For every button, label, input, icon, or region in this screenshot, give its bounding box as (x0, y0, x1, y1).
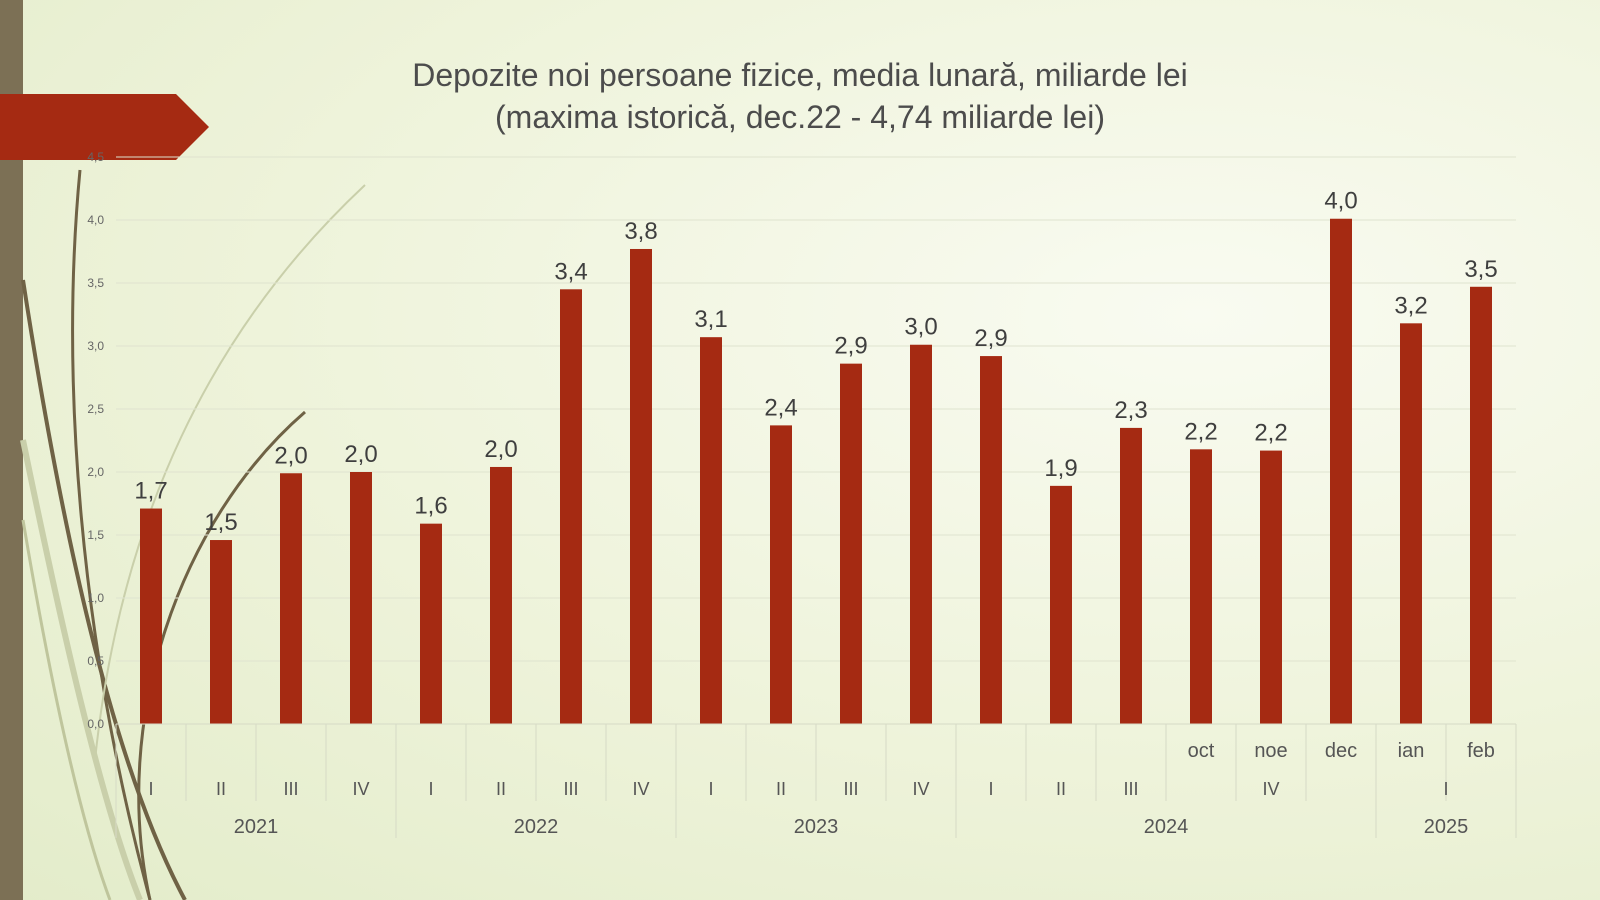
y-tick-label: 4,5 (87, 150, 104, 164)
data-label: 2,0 (344, 441, 377, 468)
quarter-label: I (988, 779, 993, 799)
quarter-label: II (1056, 779, 1066, 799)
month-label: dec (1325, 740, 1357, 762)
data-label: 2,0 (274, 442, 307, 469)
data-label: 1,9 (1044, 455, 1077, 482)
year-label: 2022 (514, 816, 559, 838)
year-label: 2021 (234, 816, 279, 838)
bar (630, 248, 652, 725)
quarter-label: III (1123, 779, 1138, 799)
chart-title-line1: Depozite noi persoane fizice, media luna… (412, 57, 1188, 93)
y-tick-label: 1,0 (87, 591, 104, 605)
bar (350, 472, 372, 724)
accent-arrow-shape (0, 94, 209, 160)
bar (700, 337, 722, 724)
data-label: 2,9 (974, 325, 1007, 352)
data-label: 1,7 (134, 478, 167, 505)
bar (980, 356, 1002, 724)
bar (770, 425, 792, 724)
slide-side-bar (0, 0, 23, 900)
quarter-label: I (708, 779, 713, 799)
bar (1120, 427, 1142, 724)
month-label: ian (1398, 740, 1425, 762)
month-label: feb (1467, 740, 1495, 762)
quarter-label: IV (1262, 779, 1279, 799)
y-tick-label: 0,0 (87, 717, 104, 731)
data-label: 2,2 (1254, 420, 1287, 447)
data-label: 2,0 (484, 436, 517, 463)
year-label: 2025 (1424, 816, 1469, 838)
bar (140, 508, 162, 724)
quarter-label: III (563, 779, 578, 799)
quarter-label: II (496, 779, 506, 799)
quarter-label: II (776, 779, 786, 799)
quarter-label: I (148, 779, 153, 799)
quarter-label: III (843, 779, 858, 799)
bar (1400, 323, 1422, 724)
bar (910, 344, 932, 724)
quarter-label: III (283, 779, 298, 799)
quarter-label: II (216, 779, 226, 799)
data-label: 1,5 (204, 509, 237, 536)
data-label: 2,2 (1184, 418, 1217, 445)
data-label: 3,1 (694, 306, 727, 333)
data-label: 1,6 (414, 493, 447, 520)
y-tick-label: 4,0 (87, 213, 104, 227)
bar (1470, 286, 1492, 724)
bar (1050, 485, 1072, 724)
bar (560, 289, 582, 724)
quarter-label: IV (912, 779, 929, 799)
year-label: 2024 (1144, 816, 1189, 838)
y-tick-label: 1,5 (87, 528, 104, 542)
bar (840, 363, 862, 724)
bar (490, 466, 512, 724)
y-tick-label: 3,5 (87, 276, 104, 290)
y-tick-label: 2,5 (87, 402, 104, 416)
chart-title-line2: (maxima istorică, dec.22 - 4,74 miliarde… (495, 99, 1105, 135)
data-label: 3,2 (1394, 292, 1427, 319)
data-label: 2,3 (1114, 397, 1147, 424)
bar (1190, 449, 1212, 724)
quarter-label: I (1443, 779, 1448, 799)
quarter-label: I (428, 779, 433, 799)
bar (1260, 450, 1282, 724)
chart-title: Depozite noi persoane fizice, media luna… (300, 54, 1300, 138)
data-label: 3,4 (554, 258, 587, 285)
data-label: 3,0 (904, 314, 937, 341)
quarter-label: IV (632, 779, 649, 799)
y-tick-label: 3,0 (87, 339, 104, 353)
year-label: 2023 (794, 816, 839, 838)
data-label: 2,4 (764, 394, 797, 421)
month-label: noe (1254, 740, 1287, 762)
bar (420, 523, 442, 724)
data-label: 2,9 (834, 333, 867, 360)
data-label: 3,5 (1464, 256, 1497, 283)
bar (210, 540, 232, 724)
bar (280, 473, 302, 724)
month-label: oct (1188, 740, 1215, 762)
bar (1330, 218, 1352, 725)
data-label: 3,8 (624, 218, 657, 245)
quarter-label: IV (352, 779, 369, 799)
y-tick-label: 2,0 (87, 465, 104, 479)
data-label: 4,0 (1324, 188, 1357, 215)
y-tick-label: 0,5 (87, 654, 104, 668)
